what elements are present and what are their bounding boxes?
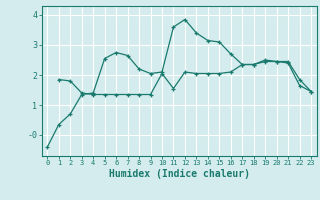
X-axis label: Humidex (Indice chaleur): Humidex (Indice chaleur) <box>109 169 250 179</box>
